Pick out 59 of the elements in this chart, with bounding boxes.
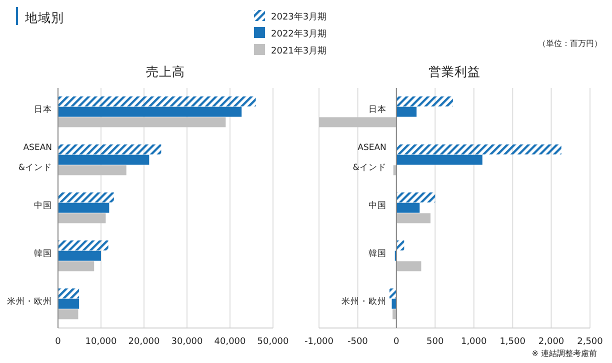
- y-tick-label: 米州・欧州: [7, 296, 52, 307]
- bar: [396, 144, 562, 154]
- y-tick-label: 日本: [368, 104, 386, 115]
- legend-label: 2022年3月期: [271, 28, 327, 40]
- bar: [58, 261, 94, 272]
- x-tick-label: 1,000: [460, 337, 488, 347]
- bar: [58, 202, 110, 213]
- bar: [58, 240, 108, 250]
- y-tick-label: ASEAN &インド: [352, 143, 386, 173]
- bar: [396, 106, 417, 117]
- y-tick-label: 中国: [368, 200, 386, 211]
- y-tick-label: 日本: [34, 104, 52, 115]
- bar: [396, 213, 430, 224]
- bar: [396, 240, 404, 250]
- x-tick-label: 10,000: [85, 337, 118, 347]
- bar: [58, 144, 162, 154]
- bar: [58, 298, 80, 309]
- x-tick-label: 500: [426, 337, 444, 347]
- text: （単位：百万円）: [538, 39, 602, 48]
- x-tick-label: 40,000: [214, 337, 246, 347]
- y-tick-label: 韓国: [368, 248, 386, 259]
- legend-label: 2021年3月期: [271, 46, 327, 56]
- bar: [58, 288, 80, 298]
- text: ※ 連結調整考慮前: [532, 349, 597, 358]
- bar: [58, 117, 226, 128]
- bar: [396, 202, 420, 213]
- chart-subtitle: 営業利益: [428, 64, 480, 79]
- bar: [58, 96, 256, 106]
- chart-subtitle: 売上高: [146, 64, 185, 79]
- bar: [319, 117, 396, 128]
- text: 2023年3月期: [271, 12, 327, 22]
- bar: [396, 192, 436, 202]
- y-tick-label: 中国: [34, 200, 52, 211]
- bar: [396, 154, 482, 165]
- x-tick-label: -1,000: [304, 337, 334, 347]
- x-tick-label: 20,000: [128, 337, 160, 347]
- bar: [58, 154, 150, 165]
- x-tick-label: 30,000: [171, 337, 204, 347]
- y-tick-label: 韓国: [34, 248, 52, 259]
- y-tick-label: 米州・欧州: [341, 296, 386, 307]
- x-tick-label: -500: [347, 337, 368, 347]
- x-tick-label: 2,500: [577, 337, 604, 347]
- x-tick-label: 50,000: [257, 337, 290, 347]
- x-tick-label: 1,500: [500, 337, 526, 347]
- y-tick-label: ASEAN &インド: [18, 143, 52, 173]
- bar: [58, 213, 106, 224]
- x-tick-label: 0: [55, 337, 62, 347]
- bar: [58, 309, 78, 320]
- x-tick-label: 0: [394, 337, 400, 347]
- bar: [58, 250, 101, 261]
- bar: [58, 192, 114, 202]
- bar: [389, 288, 396, 298]
- x-tick-label: 2,000: [538, 337, 564, 347]
- bar: [58, 165, 126, 176]
- chart-title: 地域別: [24, 10, 64, 25]
- bar: [58, 106, 242, 117]
- bar: [392, 309, 396, 320]
- bar: [396, 96, 453, 106]
- bar: [396, 261, 422, 272]
